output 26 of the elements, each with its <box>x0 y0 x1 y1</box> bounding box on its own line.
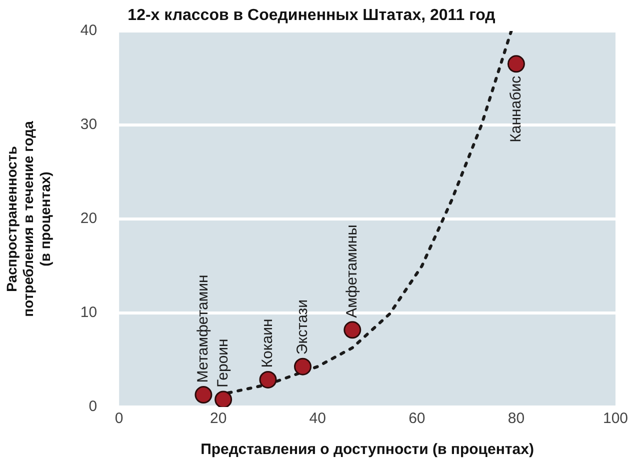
point <box>259 370 277 388</box>
y-tick-label: 40 <box>80 22 98 40</box>
point <box>344 321 362 339</box>
x-tick-label: 60 <box>408 410 426 428</box>
annotation: Метамфетамин <box>194 274 212 383</box>
y-tick-label: 10 <box>80 304 98 322</box>
point <box>214 390 232 407</box>
annotation: Экстази <box>294 299 311 355</box>
x-tick-label: 20 <box>210 410 227 428</box>
x-tick-label: 100 <box>602 410 628 428</box>
chart-title: 12-х классов в Соединенных Штатах, 2011 год <box>128 6 496 24</box>
point <box>194 386 212 404</box>
y-tick-label: 30 <box>80 116 98 134</box>
x-tick-label: 40 <box>309 410 326 428</box>
y-axis-title: Распространенность потребления в течение года (в процентах) <box>3 120 53 317</box>
annotation: Героин <box>214 338 232 388</box>
x-tick-label: 80 <box>508 410 525 428</box>
y-tick-label: 20 <box>80 210 98 228</box>
x-tick-label: 0 <box>114 410 124 428</box>
annotation: Амфетамины <box>344 224 361 318</box>
y-tick-label: 0 <box>88 398 98 416</box>
annotation: Каннабис <box>507 75 524 142</box>
point <box>507 55 525 73</box>
x-axis-title: Представления о доступности (в процентах) <box>200 441 534 458</box>
point <box>294 358 312 376</box>
annotation: Кокаин <box>259 318 276 368</box>
